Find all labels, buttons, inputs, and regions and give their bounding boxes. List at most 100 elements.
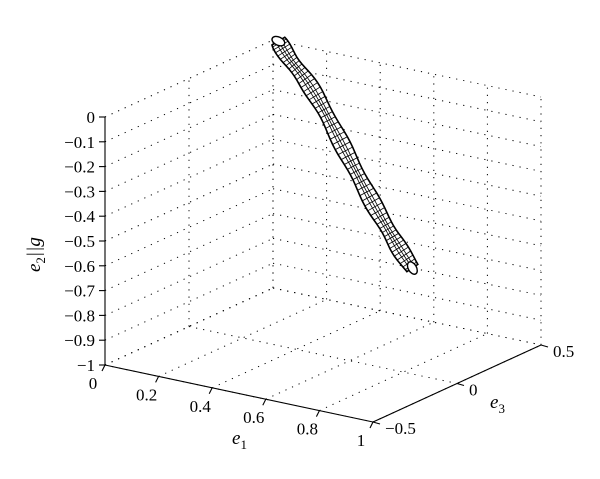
tube-mesh-ring — [330, 131, 345, 140]
x-tick-label: 0.8 — [297, 420, 318, 439]
grid-line — [272, 113, 542, 172]
tube-mesh-ring — [370, 207, 385, 216]
tube-mesh-ring — [275, 43, 291, 54]
x-tick-label: 0 — [89, 374, 98, 393]
x-tick-label: 0.6 — [243, 408, 264, 427]
z-tick-label: −0.9 — [64, 331, 95, 350]
tube-mesh-ring — [367, 202, 383, 212]
y-tick-mark — [372, 421, 381, 425]
tube-mesh-ring — [296, 70, 309, 80]
grid-line — [158, 298, 327, 377]
tube-mesh-ring — [305, 86, 321, 97]
x-tick-mark — [262, 398, 267, 406]
grid-line — [104, 163, 274, 242]
tube-mesh-ring — [317, 106, 331, 114]
axis-box — [99, 116, 549, 429]
tube-end-cap — [271, 35, 286, 47]
x-tick-mark — [208, 387, 213, 395]
tube-mesh-ring — [332, 136, 348, 145]
tube-mesh-ring — [282, 53, 296, 63]
x-tick-label: 0.2 — [136, 385, 157, 404]
tube-mesh-ring — [298, 74, 312, 84]
grid-line — [272, 39, 542, 98]
tube-mesh-ring — [379, 221, 392, 229]
grid-line — [319, 333, 488, 412]
grid-line — [272, 89, 542, 148]
tube-mesh-ring — [364, 197, 380, 207]
tube-mesh-ring — [362, 192, 377, 202]
z-tick-label: −0.1 — [64, 133, 95, 152]
tube-mesh-ring — [337, 146, 353, 156]
tube-mesh-ring — [311, 96, 326, 105]
tube-mesh-ring — [376, 216, 390, 225]
y-axis-label: e3 — [490, 392, 505, 416]
x-axis-line — [104, 364, 374, 423]
z-tick-label: −1 — [77, 356, 95, 375]
tube-end-cap — [406, 261, 418, 275]
tube-mesh-ring — [288, 60, 300, 70]
z-tick-label: −0.3 — [64, 182, 95, 201]
tube-mesh-ring — [396, 250, 411, 261]
tube-mesh-ring — [340, 152, 356, 160]
tube-mesh-ring — [277, 46, 292, 57]
tube-mesh-ring — [291, 63, 303, 73]
tube-mesh-ring — [325, 121, 339, 129]
z-tick-label: −0.4 — [64, 207, 95, 226]
tube-mesh-ring — [280, 50, 294, 60]
tube-mesh-ring — [359, 187, 374, 196]
tube-mesh-ring — [335, 141, 351, 150]
x-axis-label: e1 — [232, 428, 247, 452]
x-tick-label: 1 — [357, 431, 366, 450]
tube-mesh-ring — [327, 126, 342, 135]
y-tick-label: −0.5 — [385, 419, 416, 438]
tube-mesh-ring — [347, 162, 360, 170]
tube-mesh-ring — [384, 229, 397, 237]
y-tick-mark — [456, 382, 465, 387]
y-tick-label: 0.5 — [553, 342, 574, 361]
z-tick-label: −0.2 — [64, 158, 95, 177]
x-tick-mark — [101, 364, 106, 372]
tube-mesh-ring — [382, 225, 394, 233]
tube-mesh-ring — [320, 111, 333, 119]
tube-mesh-ring — [373, 212, 388, 221]
z-axis-label: e2||g — [24, 237, 48, 272]
tube-outline — [270, 36, 419, 273]
z-tick-label: −0.7 — [64, 282, 95, 301]
grid-line — [265, 321, 435, 400]
tube-mesh-ring — [308, 91, 323, 101]
grid-line — [188, 326, 458, 384]
grid-line — [272, 287, 542, 346]
tube-mesh-ring — [285, 56, 298, 67]
grid-line — [272, 138, 542, 197]
x-tick-label: 0.4 — [190, 397, 212, 416]
x-tick-mark — [315, 410, 320, 417]
tube-mesh-ring — [314, 100, 328, 109]
z-tick-label: −0.6 — [64, 257, 95, 276]
tube-mesh-ring — [355, 178, 368, 186]
grid-line — [272, 213, 542, 272]
tube-mesh-ring — [323, 116, 336, 124]
tube-mesh-ring — [344, 157, 358, 165]
grid-line — [272, 163, 542, 222]
grid-line — [272, 262, 542, 321]
x-tick-mark — [155, 376, 160, 383]
y-tick-label: 0 — [469, 381, 478, 400]
tube-mesh-ring — [303, 82, 318, 92]
z-tick-label: −0.5 — [64, 232, 95, 251]
grid-line — [104, 89, 274, 168]
tick-labels: 0 0.2 0.4 0.6 0.8 1 −0.5 0 0.5 0 −0.1 −0.2 −0.3 −0.4 −… — [64, 108, 574, 450]
tube-mesh-ring — [394, 246, 409, 257]
grid-line — [211, 310, 381, 389]
z-tick-label: −0.8 — [64, 306, 95, 325]
tube-mesh-ring — [300, 78, 315, 88]
tube-series — [270, 35, 419, 275]
grid-line — [104, 262, 274, 341]
tube-mesh-ring — [386, 233, 399, 241]
grid-line — [272, 64, 542, 123]
tube-mesh-ring — [357, 183, 371, 191]
tube-mesh-ring — [391, 243, 407, 253]
tube-mesh-ring — [352, 173, 365, 180]
grid-line — [104, 138, 274, 217]
z-tick-label: 0 — [87, 108, 96, 127]
